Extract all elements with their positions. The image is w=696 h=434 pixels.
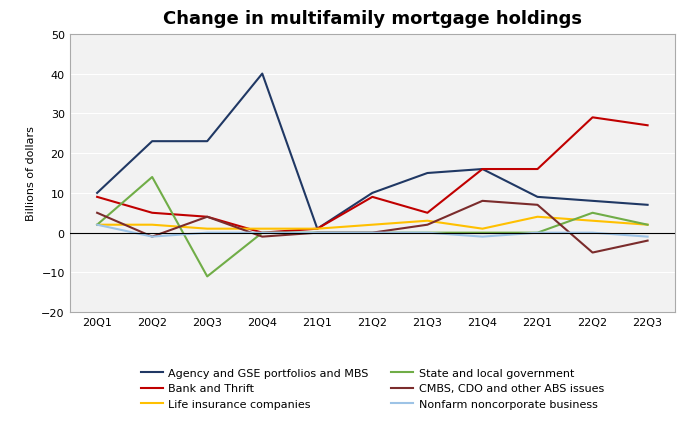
- CMBS, CDO and other ABS issues: [203, 215, 212, 220]
- Life insurance companies: [533, 215, 541, 220]
- Life insurance companies: [93, 223, 102, 228]
- Life insurance companies: [643, 223, 651, 228]
- CMBS, CDO and other ABS issues: [533, 203, 541, 208]
- State and local government: [258, 230, 267, 236]
- Agency and GSE portfolios and MBS: [258, 72, 267, 77]
- CMBS, CDO and other ABS issues: [258, 234, 267, 240]
- State and local government: [313, 230, 322, 236]
- CMBS, CDO and other ABS issues: [588, 250, 596, 256]
- Agency and GSE portfolios and MBS: [368, 191, 377, 196]
- Life insurance companies: [203, 227, 212, 232]
- Bank and Thrift: [203, 215, 212, 220]
- Title: Change in multifamily mortgage holdings: Change in multifamily mortgage holdings: [163, 10, 582, 28]
- Nonfarm noncorporate business: [313, 230, 322, 236]
- Line: Life insurance companies: Life insurance companies: [97, 217, 647, 229]
- Agency and GSE portfolios and MBS: [93, 191, 102, 196]
- Agency and GSE portfolios and MBS: [203, 139, 212, 145]
- Line: CMBS, CDO and other ABS issues: CMBS, CDO and other ABS issues: [97, 201, 647, 253]
- CMBS, CDO and other ABS issues: [368, 230, 377, 236]
- Line: Nonfarm noncorporate business: Nonfarm noncorporate business: [97, 225, 647, 237]
- Life insurance companies: [258, 227, 267, 232]
- Bank and Thrift: [148, 210, 157, 216]
- Nonfarm noncorporate business: [93, 223, 102, 228]
- Y-axis label: Billions of dollars: Billions of dollars: [26, 126, 35, 221]
- State and local government: [588, 210, 596, 216]
- CMBS, CDO and other ABS issues: [93, 210, 102, 216]
- CMBS, CDO and other ABS issues: [148, 234, 157, 240]
- State and local government: [423, 230, 432, 236]
- Life insurance companies: [368, 223, 377, 228]
- Nonfarm noncorporate business: [588, 230, 596, 236]
- Agency and GSE portfolios and MBS: [588, 199, 596, 204]
- Bank and Thrift: [313, 227, 322, 232]
- Nonfarm noncorporate business: [643, 234, 651, 240]
- Line: State and local government: State and local government: [97, 178, 647, 277]
- Bank and Thrift: [588, 115, 596, 121]
- Line: Agency and GSE portfolios and MBS: Agency and GSE portfolios and MBS: [97, 74, 647, 229]
- Agency and GSE portfolios and MBS: [533, 195, 541, 200]
- State and local government: [368, 230, 377, 236]
- Nonfarm noncorporate business: [423, 230, 432, 236]
- State and local government: [203, 274, 212, 279]
- State and local government: [148, 175, 157, 180]
- Life insurance companies: [588, 219, 596, 224]
- Nonfarm noncorporate business: [203, 230, 212, 236]
- Bank and Thrift: [423, 210, 432, 216]
- CMBS, CDO and other ABS issues: [423, 223, 432, 228]
- Agency and GSE portfolios and MBS: [478, 167, 487, 172]
- Agency and GSE portfolios and MBS: [643, 203, 651, 208]
- Agency and GSE portfolios and MBS: [423, 171, 432, 176]
- Nonfarm noncorporate business: [478, 234, 487, 240]
- Bank and Thrift: [533, 167, 541, 172]
- CMBS, CDO and other ABS issues: [313, 230, 322, 236]
- Legend: Agency and GSE portfolios and MBS, Bank and Thrift, Life insurance companies, St: Agency and GSE portfolios and MBS, Bank …: [141, 368, 604, 409]
- Nonfarm noncorporate business: [368, 230, 377, 236]
- Life insurance companies: [423, 219, 432, 224]
- Line: Bank and Thrift: Bank and Thrift: [97, 118, 647, 233]
- CMBS, CDO and other ABS issues: [478, 199, 487, 204]
- Life insurance companies: [148, 223, 157, 228]
- Bank and Thrift: [258, 230, 267, 236]
- State and local government: [478, 230, 487, 236]
- Nonfarm noncorporate business: [148, 234, 157, 240]
- State and local government: [643, 223, 651, 228]
- State and local government: [533, 230, 541, 236]
- Nonfarm noncorporate business: [258, 230, 267, 236]
- Nonfarm noncorporate business: [533, 230, 541, 236]
- Bank and Thrift: [368, 195, 377, 200]
- State and local government: [93, 223, 102, 228]
- Bank and Thrift: [93, 195, 102, 200]
- Bank and Thrift: [478, 167, 487, 172]
- Bank and Thrift: [643, 123, 651, 128]
- CMBS, CDO and other ABS issues: [643, 238, 651, 243]
- Agency and GSE portfolios and MBS: [148, 139, 157, 145]
- Life insurance companies: [478, 227, 487, 232]
- Agency and GSE portfolios and MBS: [313, 227, 322, 232]
- Life insurance companies: [313, 227, 322, 232]
